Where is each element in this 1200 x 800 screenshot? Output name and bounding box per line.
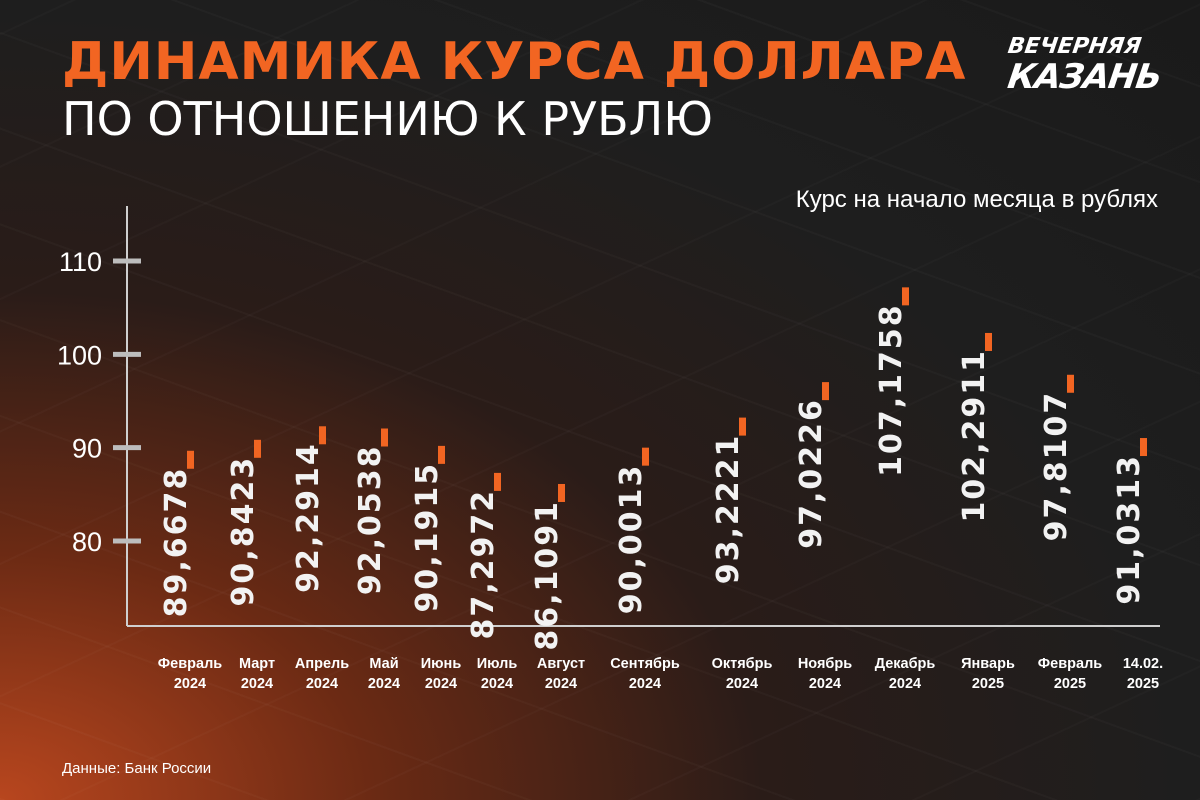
title-line-1: ДИНАМИКА КУРСА ДОЛЛАРА: [62, 32, 967, 92]
x-tick-label-year: 2024: [481, 676, 513, 692]
x-tick-label: Декабрь: [875, 656, 936, 672]
x-tick-label: Сентябрь: [610, 656, 680, 672]
bar-marker: [902, 287, 909, 306]
bar-marker: [822, 382, 829, 401]
value-label: 92,2914: [291, 442, 326, 593]
bar-marker: [1067, 374, 1074, 393]
x-tick-label-year: 2024: [809, 676, 841, 692]
bar-marker: [187, 450, 194, 469]
value-label: 93,2221: [711, 434, 746, 585]
x-tick-label-year: 2024: [306, 676, 338, 692]
x-tick-label: Июнь: [421, 656, 462, 672]
value-label: 102,2911: [957, 349, 992, 523]
value-label: 90,0013: [614, 464, 649, 615]
x-tick-label: Июль: [477, 656, 518, 672]
value-label: 87,2972: [466, 489, 501, 640]
y-tick-label: 110: [59, 247, 102, 277]
value-label: 97,8107: [1039, 391, 1074, 542]
value-label: 91,0313: [1112, 454, 1147, 605]
x-tick-label: Апрель: [295, 656, 349, 672]
x-tick-label-year: 2024: [241, 676, 273, 692]
value-label: 90,8423: [226, 456, 261, 607]
bar-marker: [558, 483, 565, 502]
bar-marker: [319, 426, 326, 445]
x-tick-label: Февраль: [1038, 656, 1102, 672]
y-tick-label: 90: [72, 434, 102, 464]
x-tick-label-year: 2024: [629, 676, 661, 692]
x-tick-label: Август: [537, 656, 585, 672]
value-label: 92,0538: [353, 444, 388, 595]
x-tick-label-year: 2024: [368, 676, 400, 692]
x-tick-label-year: 2024: [726, 676, 758, 692]
x-tick-label-year: 2024: [425, 676, 457, 692]
value-label: 89,6678: [159, 467, 194, 618]
bar-marker: [438, 445, 445, 464]
y-tick-label: 80: [72, 527, 102, 557]
value-label: 107,1758: [874, 303, 909, 477]
x-tick-label-year: 2025: [1127, 676, 1159, 692]
data-source: Данные: Банк России: [62, 760, 212, 777]
bar-marker: [494, 472, 501, 491]
x-tick-label: Февраль: [158, 656, 222, 672]
x-tick-label: Октябрь: [712, 656, 773, 672]
bar-marker: [642, 447, 649, 466]
x-tick-label-year: 2024: [174, 676, 206, 692]
title-line-2: ПО ОТНОШЕНИЮ К РУБЛЮ: [62, 92, 713, 146]
y-tick-label: 100: [57, 340, 102, 370]
value-label: 86,1091: [530, 500, 565, 651]
chart-subtitle: Курс на начало месяца в рублях: [795, 186, 1158, 213]
value-label: 97,0226: [794, 398, 829, 549]
x-tick-label: 14.02.: [1123, 656, 1163, 672]
x-tick-label-year: 2025: [972, 676, 1004, 692]
bar-marker: [1140, 438, 1147, 457]
x-tick-label-year: 2024: [545, 676, 577, 692]
x-tick-label: Январь: [961, 656, 1015, 672]
x-tick-label: Ноябрь: [798, 656, 852, 672]
bar-marker: [381, 428, 388, 447]
bar-marker: [254, 439, 261, 458]
x-tick-label-year: 2025: [1054, 676, 1086, 692]
x-tick-label: Май: [369, 656, 398, 672]
bar-marker: [985, 332, 992, 351]
value-label: 90,1915: [410, 462, 445, 613]
x-tick-label-year: 2024: [889, 676, 921, 692]
x-tick-label: Март: [239, 656, 275, 672]
bar-marker: [739, 417, 746, 436]
